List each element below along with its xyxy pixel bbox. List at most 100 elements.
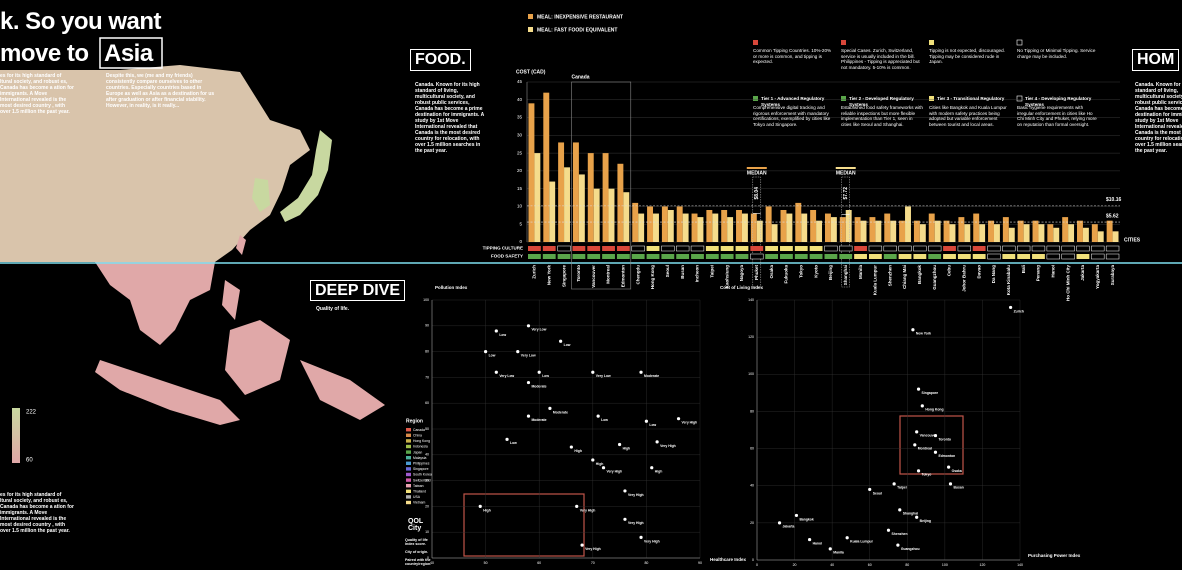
x-tick-label: Vancouver [591,265,596,288]
title-line1: k. So you want [0,8,162,35]
safety-cell [1032,254,1045,259]
x-tick-label: 60 [537,561,541,565]
x-tick-label: 60 [868,563,872,567]
safety-cell [646,254,660,259]
bar [913,220,920,242]
safety-cell [557,254,571,259]
y-tick-label: 100 [748,372,754,376]
tipping-cell [883,245,897,252]
y-axis-title: Cost of Living Index [720,285,763,290]
y-tick-label: 140 [748,298,754,302]
tipping-cell [780,246,793,251]
bar [869,217,876,242]
point [644,419,649,423]
bar [750,213,757,242]
tipping-cell [957,245,971,252]
point-label: Very Low [499,374,514,378]
tipping-cell [1002,245,1016,252]
legend-label: Singapore [413,467,429,471]
legend-label: China [413,433,422,437]
reference-label: $10.16 [1106,197,1122,203]
safety-cell [780,254,793,259]
median-value: $8.04 [754,187,760,200]
point-label: New York [916,332,931,336]
point [580,543,584,547]
bar [765,206,772,242]
title-line2: move to [0,40,89,67]
safety-cell [972,254,986,259]
map [0,65,385,425]
point [596,414,600,418]
safety-cell [898,254,912,259]
legend-swatch [406,439,411,443]
point-label: Guangzhou [901,547,920,551]
bar [1023,224,1030,242]
x-tick-label: 90 [698,561,702,565]
safety-cell [1091,253,1105,260]
point [569,445,573,449]
legend-label: South Korea [413,473,432,477]
point [913,443,917,447]
point-label: Busan [953,486,963,490]
legend-text: Special Cases. Zurich, Switzerland, serv… [841,48,920,70]
y-tick-label: 90 [425,324,429,328]
safety-cell [1017,254,1031,259]
bar [721,210,728,242]
bar [549,181,556,242]
bar [973,213,980,242]
x-tick-label: Guangzhou [932,265,937,290]
tipping-cell [972,246,986,251]
legend-title: Tier 2 - Developed Regulatory Systems [849,96,914,107]
bar [691,213,698,242]
legend-text: No Tipping or Minimal Tipping. Service c… [1017,48,1096,59]
tipping-cell [750,246,764,251]
home-text: Canada. Known for its high standard of l… [1135,82,1182,154]
x-tick-label: Fukuoka [784,265,789,284]
point-label: Hanoi [813,541,822,545]
y-tick-label: 0 [519,239,522,244]
y-tick-label: 20 [425,504,429,508]
y-tick-label: 40 [750,484,754,488]
legend-swatch [406,495,411,499]
median-color [835,167,856,169]
x-axis-title: CITIES [1124,237,1141,243]
point [559,339,563,343]
point-label: Very Low [596,374,611,378]
bar [1082,227,1089,242]
legend-text: Comprehensive digital tracking and rigor… [753,105,831,127]
tipping-cell [1091,245,1105,252]
x-tick-label: Hanoi [1050,265,1055,278]
legend-text: Established food safety frameworks with … [841,105,923,127]
legend-swatch [406,444,411,449]
bar [587,153,594,242]
point-label: Very High [660,444,676,448]
point [601,466,606,470]
legend-label: Hong Kong [413,439,430,443]
bar [712,213,719,242]
y-tick-label: 15 [517,186,523,191]
bar [860,220,867,242]
title-highlight: Asia [104,40,153,67]
point-label: High [574,449,582,453]
tipping-cell [1016,245,1031,252]
x-tick-label: Shenzhen [887,265,892,287]
bar [884,213,891,242]
x-tick-label: Surabaya [1110,265,1115,286]
lower-text: es for its high standard of ltural socie… [0,492,74,534]
x-tick-label: Hong Kong [650,265,655,289]
intro-right: Despite this, we (me and my friends) con… [106,73,215,109]
bar [741,213,748,242]
bar [1032,220,1039,242]
x-tick-label: Beijing [828,265,833,280]
point-label: Very High [580,508,596,512]
bar [830,217,837,242]
safety-cell [794,254,808,259]
bar [676,206,683,242]
x-tick-label: Ho Chi Minh City [1065,265,1070,301]
x-tick-label: Incheon [695,265,700,283]
safety-cell [542,254,556,259]
point-label: Very High [682,421,698,425]
bar [934,220,941,242]
point [828,547,832,551]
point-label: Low [542,374,549,378]
